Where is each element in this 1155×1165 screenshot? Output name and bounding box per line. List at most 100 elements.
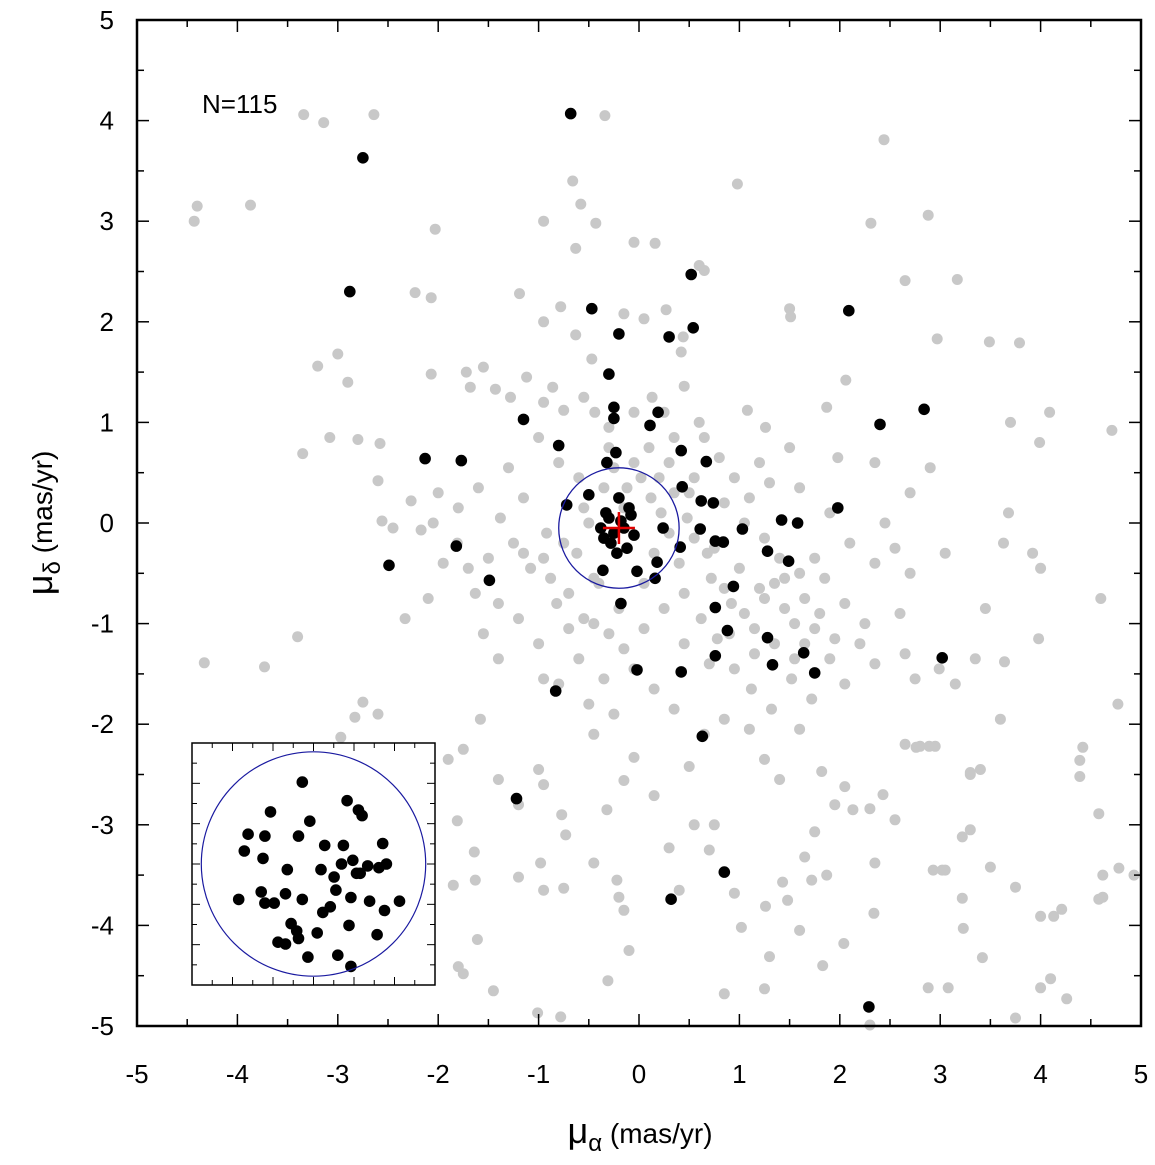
y-axis-symbol: μ bbox=[19, 575, 60, 596]
field-star-point bbox=[646, 391, 658, 403]
member-star-point bbox=[631, 565, 643, 578]
field-star-point bbox=[774, 552, 786, 564]
field-star-point bbox=[847, 804, 859, 816]
member-star-point bbox=[649, 572, 661, 585]
field-star-point bbox=[933, 663, 945, 675]
field-star-point bbox=[678, 638, 690, 650]
field-star-point bbox=[779, 603, 791, 614]
field-star-point bbox=[794, 482, 806, 494]
field-star-point bbox=[879, 517, 891, 529]
member-star-point bbox=[510, 792, 523, 805]
member-star-point bbox=[564, 107, 577, 120]
field-star-point bbox=[442, 753, 454, 765]
selection-circle bbox=[558, 467, 680, 589]
member-star-point bbox=[608, 401, 620, 414]
field-star-point bbox=[571, 547, 583, 559]
field-star-point bbox=[693, 416, 705, 428]
field-star-point bbox=[1010, 881, 1021, 893]
inset-selection-circle bbox=[200, 751, 427, 977]
field-star-point bbox=[628, 457, 640, 469]
field-star-point bbox=[817, 960, 829, 972]
field-star-point bbox=[695, 613, 707, 625]
field-star-point bbox=[839, 781, 851, 793]
field-star-point bbox=[869, 857, 881, 869]
field-star-point bbox=[1044, 406, 1056, 418]
x-axis-unit: (mas/yr) bbox=[602, 1118, 712, 1149]
inset-member-point bbox=[354, 867, 367, 880]
field-star-point bbox=[374, 438, 386, 449]
inset-member-point bbox=[292, 830, 305, 842]
field-star-point bbox=[675, 346, 687, 358]
member-star-point bbox=[727, 580, 740, 593]
field-star-point bbox=[1003, 507, 1014, 519]
field-star-point bbox=[718, 713, 730, 725]
field-star-point bbox=[718, 582, 730, 594]
field-star-point bbox=[563, 623, 575, 635]
member-star-point bbox=[775, 514, 788, 526]
member-star-point bbox=[707, 497, 720, 509]
field-star-point bbox=[628, 236, 640, 248]
field-star-point bbox=[957, 922, 969, 934]
field-star-point bbox=[894, 608, 906, 619]
field-star-point bbox=[492, 598, 504, 609]
field-star-point bbox=[618, 775, 630, 786]
field-star-point bbox=[655, 507, 667, 519]
field-star-point bbox=[1005, 416, 1016, 428]
field-star-point bbox=[575, 198, 587, 210]
field-star-point bbox=[1077, 741, 1089, 753]
field-star-point bbox=[429, 223, 441, 235]
member-star-point bbox=[615, 597, 627, 610]
member-star-point bbox=[455, 454, 468, 467]
field-star-point bbox=[611, 874, 623, 886]
field-star-point bbox=[513, 613, 524, 625]
field-star-point bbox=[649, 237, 661, 249]
inset-member-point bbox=[373, 861, 385, 874]
field-star-point bbox=[899, 648, 911, 660]
field-star-point bbox=[492, 774, 504, 785]
inset-member-point bbox=[242, 828, 254, 840]
field-star-point bbox=[764, 477, 775, 489]
field-star-point bbox=[422, 593, 434, 604]
field-star-point bbox=[939, 547, 951, 559]
field-star-point bbox=[618, 643, 630, 655]
field-star-point bbox=[698, 265, 710, 276]
field-star-point bbox=[588, 618, 600, 630]
member-star-point bbox=[663, 331, 675, 343]
x-axis-symbol: μ bbox=[567, 1110, 588, 1151]
field-star-point bbox=[468, 846, 480, 858]
field-star-point bbox=[929, 740, 941, 752]
field-star-point bbox=[735, 921, 747, 933]
field-star-point bbox=[457, 968, 469, 980]
inset-member-point bbox=[259, 897, 271, 909]
member-star-point bbox=[791, 517, 804, 529]
y-tick-label: -4 bbox=[91, 910, 114, 940]
field-star-point bbox=[794, 723, 806, 735]
field-star-point bbox=[555, 1011, 567, 1023]
field-star-point bbox=[994, 713, 1006, 725]
field-star-point bbox=[816, 766, 828, 777]
field-star-point bbox=[425, 292, 437, 304]
field-star-point bbox=[349, 711, 361, 723]
field-star-point bbox=[532, 1007, 544, 1019]
field-star-point bbox=[708, 819, 720, 831]
field-star-point bbox=[949, 678, 961, 690]
member-star-point bbox=[652, 406, 664, 419]
field-star-point bbox=[745, 683, 757, 695]
x-tick-label: 4 bbox=[1033, 1059, 1047, 1089]
field-star-point bbox=[927, 864, 939, 876]
field-star-point bbox=[638, 623, 650, 635]
x-tick-label: -5 bbox=[125, 1059, 148, 1089]
field-star-point bbox=[518, 547, 529, 559]
x-tick-labels: -5 -4 -3 -2 -1 0 1 2 3 4 5 bbox=[125, 1059, 1148, 1089]
field-star-point bbox=[754, 457, 765, 469]
member-star-point bbox=[613, 492, 625, 504]
field-star-point bbox=[533, 432, 545, 443]
field-star-point bbox=[868, 907, 880, 919]
field-star-point bbox=[352, 434, 364, 445]
field-star-point bbox=[806, 874, 818, 886]
member-star-point bbox=[797, 647, 810, 659]
y-tick-label: -3 bbox=[91, 810, 114, 840]
field-star-point bbox=[583, 698, 595, 710]
field-star-point bbox=[482, 552, 494, 564]
field-star-point bbox=[583, 517, 595, 529]
